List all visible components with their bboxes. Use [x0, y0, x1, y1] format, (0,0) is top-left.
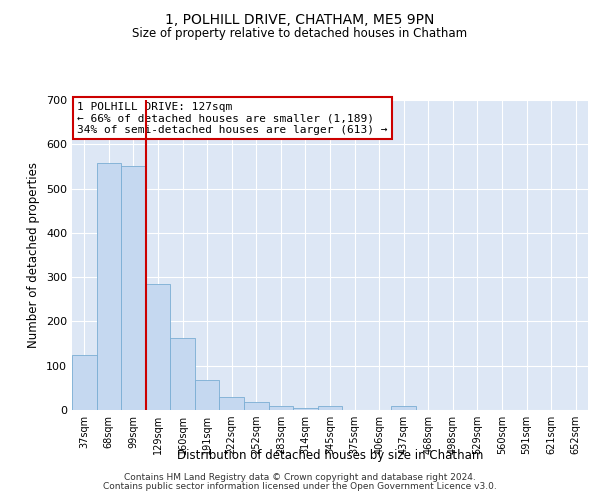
Bar	[391, 406, 416, 410]
Bar	[72, 354, 97, 410]
Text: Contains public sector information licensed under the Open Government Licence v3: Contains public sector information licen…	[103, 482, 497, 491]
Text: 1, POLHILL DRIVE, CHATHAM, ME5 9PN: 1, POLHILL DRIVE, CHATHAM, ME5 9PN	[166, 12, 434, 26]
Bar	[195, 380, 220, 410]
Bar	[170, 338, 195, 410]
Text: Distribution of detached houses by size in Chatham: Distribution of detached houses by size …	[177, 448, 483, 462]
Bar	[97, 164, 121, 410]
Text: Size of property relative to detached houses in Chatham: Size of property relative to detached ho…	[133, 28, 467, 40]
Bar	[220, 396, 244, 410]
Bar	[293, 408, 318, 410]
Bar	[244, 402, 269, 410]
Bar	[146, 284, 170, 410]
Y-axis label: Number of detached properties: Number of detached properties	[28, 162, 40, 348]
Bar	[318, 406, 342, 410]
Text: 1 POLHILL DRIVE: 127sqm
← 66% of detached houses are smaller (1,189)
34% of semi: 1 POLHILL DRIVE: 127sqm ← 66% of detache…	[77, 102, 388, 134]
Bar	[269, 406, 293, 410]
Bar	[121, 166, 146, 410]
Text: Contains HM Land Registry data © Crown copyright and database right 2024.: Contains HM Land Registry data © Crown c…	[124, 474, 476, 482]
